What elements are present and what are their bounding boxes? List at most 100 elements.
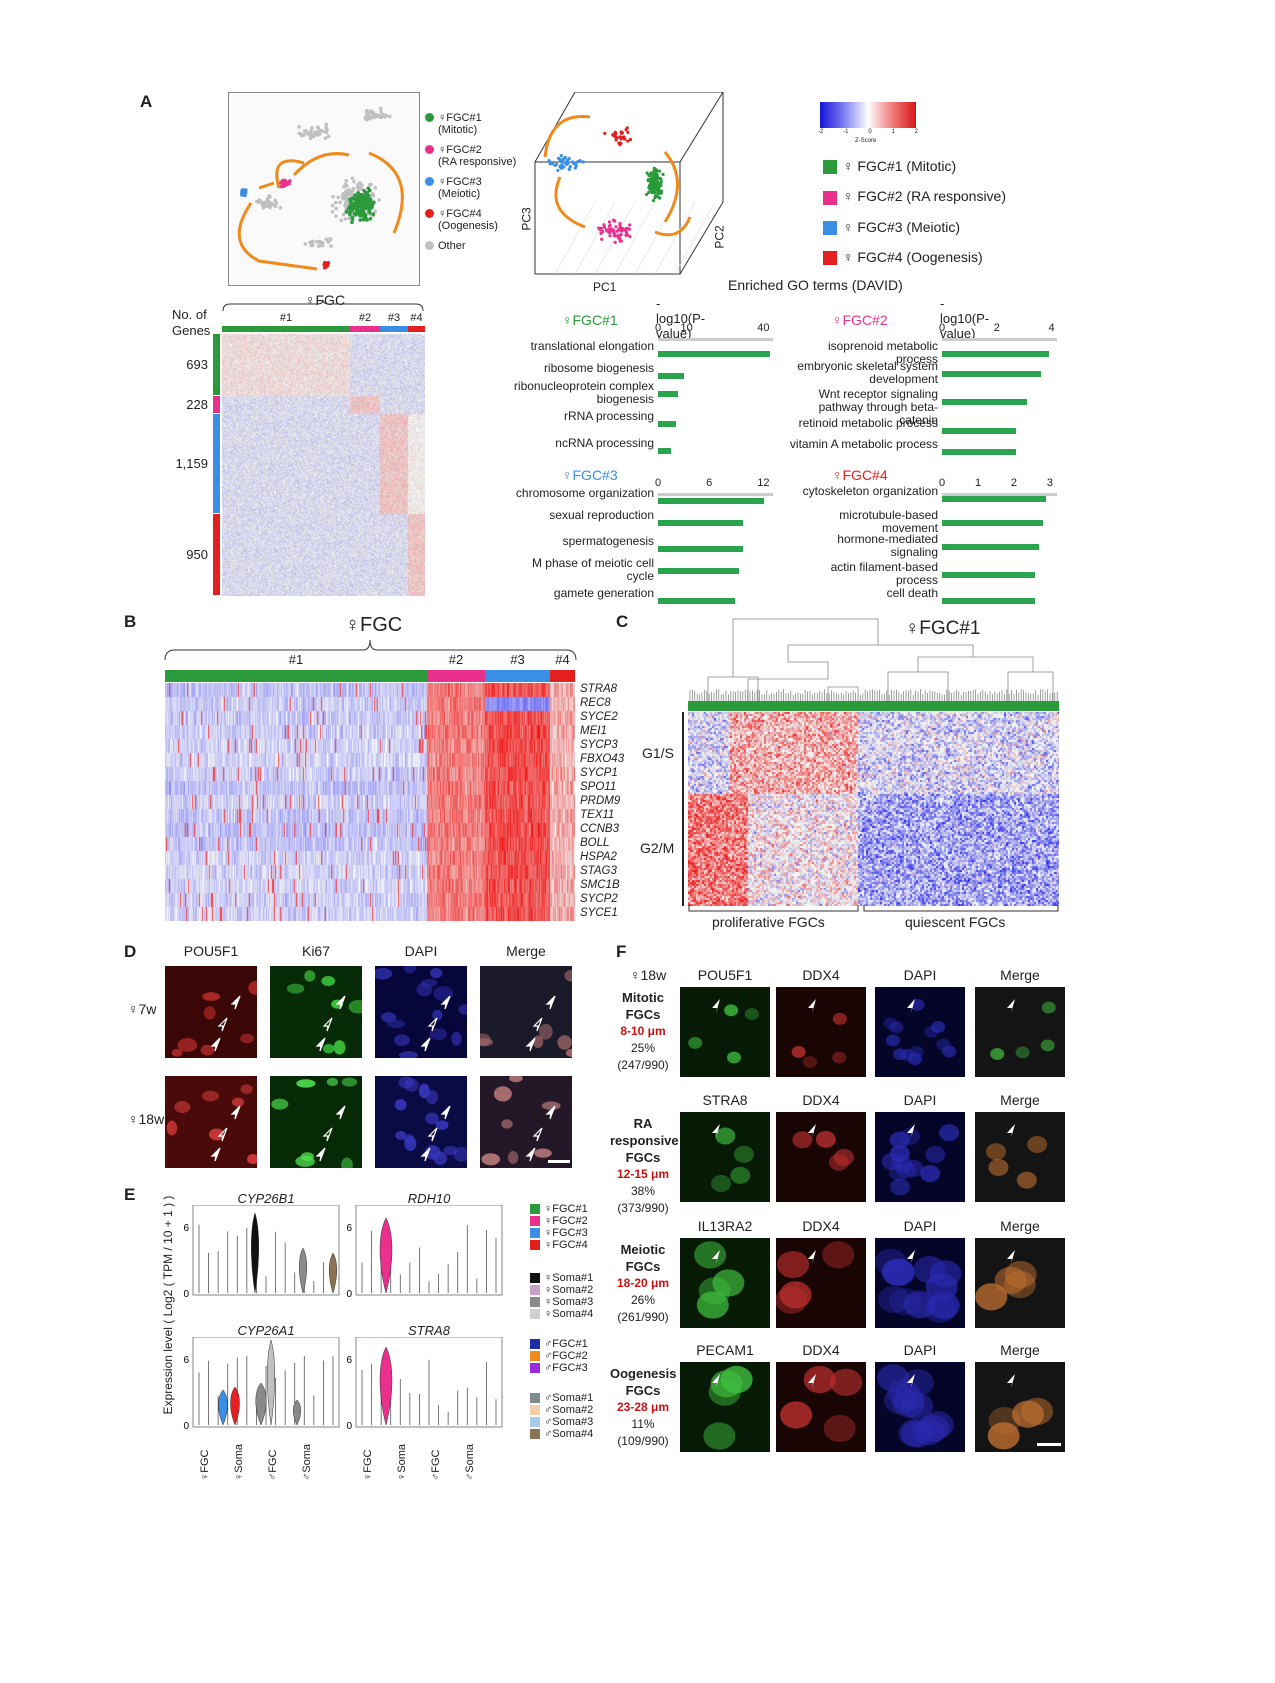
- go-term-label: spermatogenesis: [562, 534, 654, 548]
- microscopy-image: [875, 1362, 965, 1452]
- tsne-point: [350, 220, 354, 225]
- tsne-point: [376, 114, 381, 118]
- tsne-point: [362, 202, 366, 207]
- microscopy-image: [776, 987, 866, 1077]
- tsne-point: [349, 190, 353, 195]
- heatmap-b-gene-label: MEI1: [580, 725, 607, 737]
- pca-legend-label: ♀ FGC#3 (Meiotic): [843, 218, 961, 235]
- legend-swatch: [530, 1285, 540, 1296]
- tsne-point: [371, 212, 376, 217]
- pca-axis-y: PC3: [519, 207, 534, 231]
- pca-point: [626, 227, 630, 231]
- tsne-point: [343, 182, 348, 187]
- scale-bar: [1037, 1443, 1061, 1446]
- tsne-point: [334, 214, 338, 218]
- tsne-legend-label: ♀FGC#4: [438, 208, 482, 220]
- tsne-point: [366, 186, 371, 191]
- violin-legend-label: ♂FGC#2: [544, 1350, 588, 1362]
- violin-legend-item: ♀FGC#1: [530, 1203, 588, 1215]
- go-bar: [658, 373, 684, 379]
- pca-point: [657, 169, 662, 173]
- pca-point: [602, 225, 607, 229]
- tsne-point: [316, 239, 321, 244]
- heatmap-c-col-brackets: [688, 905, 1059, 912]
- dendrogram-branch: [732, 618, 879, 677]
- heatmap-b-gene-label: SYCP3: [580, 739, 618, 751]
- tsne-point: [378, 106, 383, 111]
- heatmap-a-ylabel-2: Genes: [172, 323, 211, 338]
- go-tick: 0: [655, 322, 662, 334]
- pca-point: [620, 227, 625, 231]
- heatmap-b-gene-label: SYCP1: [580, 767, 618, 779]
- violin-x-category: ♀Soma: [233, 1444, 245, 1481]
- pca-point: [554, 162, 559, 166]
- tsne-legend-sub: (Oogenesis): [438, 220, 498, 232]
- legend-swatch: [530, 1363, 540, 1374]
- tsne-point: [326, 240, 331, 244]
- panel-label-a: A: [140, 92, 153, 111]
- panel-f-cell-size: 8-10 μm: [620, 1024, 666, 1038]
- go-tick: 12: [757, 477, 770, 489]
- panel-d-row-label: ♀18w: [128, 1111, 165, 1127]
- violin: [293, 1399, 301, 1426]
- go-axis-label: -log10(P-value): [940, 296, 990, 341]
- panel-f-percentage: 26%: [630, 1293, 656, 1307]
- panel-d-column-label: Ki67: [301, 943, 331, 959]
- violin-plot-title: STRA8: [408, 1323, 450, 1338]
- microscopy-image: [875, 1112, 965, 1202]
- heatmap-b-gene-label: STAG3: [580, 865, 617, 877]
- tsne-point: [350, 176, 355, 181]
- heatmap-a-cluster-bar-segment: [380, 326, 408, 332]
- violin: [251, 1212, 259, 1294]
- tsne-point: [297, 131, 302, 136]
- pca-axis-x: PC1: [593, 280, 617, 294]
- go-bar: [942, 399, 1027, 405]
- tsne-point: [352, 179, 356, 184]
- microscopy-image: [975, 1238, 1065, 1328]
- tsne-arrow: [368, 151, 404, 234]
- tsne-point: [330, 203, 335, 208]
- pca-point: [567, 157, 571, 161]
- violin-x-category: ♂Soma: [464, 1444, 476, 1481]
- tsne-point: [344, 179, 349, 183]
- tsne-point: [368, 197, 373, 202]
- pca-point: [612, 231, 616, 235]
- pca-point: [603, 131, 607, 135]
- go-term-label: cytoskeleton organization: [802, 484, 938, 498]
- microscopy-image: [776, 1238, 866, 1328]
- tsne-point: [308, 240, 312, 245]
- pca-point: [658, 196, 662, 200]
- pca-point: [619, 130, 623, 134]
- legend-swatch: [530, 1351, 540, 1362]
- pca-point: [653, 171, 658, 175]
- tsne-point: [310, 126, 314, 130]
- tsne-point: [350, 208, 355, 212]
- microscopy-image: [975, 1112, 1065, 1202]
- pca-cube-edge: [535, 92, 724, 274]
- pca-arrow: [654, 216, 692, 237]
- legend-swatch: [530, 1417, 540, 1428]
- panel-label-d: D: [124, 942, 137, 961]
- go-tick: 2: [1010, 477, 1017, 489]
- legend-swatch: [823, 220, 837, 235]
- panel-f-marker-label: Merge: [1000, 1342, 1040, 1358]
- go-tick: 1: [974, 477, 982, 489]
- tsne-point: [354, 211, 359, 216]
- tsne-point: [367, 209, 371, 214]
- tsne-legend-label: ♀FGC#2: [438, 144, 482, 156]
- heatmap-a-gene-count: 1,159: [175, 456, 208, 471]
- tsne-point: [373, 209, 377, 214]
- tsne-point: [317, 132, 322, 136]
- panel-f-cell-size: 12-15 μm: [616, 1167, 670, 1181]
- tsne-point: [303, 242, 308, 246]
- heatmap-b-gene-label: SYCP2: [580, 893, 618, 905]
- dendrogram-branch: [787, 644, 974, 662]
- go-bar: [942, 544, 1040, 550]
- heatmap-a-cluster: #3: [380, 312, 408, 334]
- tsne-point: [383, 114, 387, 119]
- go-bar: [942, 598, 1036, 604]
- tsne-point: [324, 237, 329, 242]
- violin: [230, 1386, 240, 1426]
- legend-swatch: [530, 1297, 540, 1308]
- legend-swatch: [530, 1339, 540, 1350]
